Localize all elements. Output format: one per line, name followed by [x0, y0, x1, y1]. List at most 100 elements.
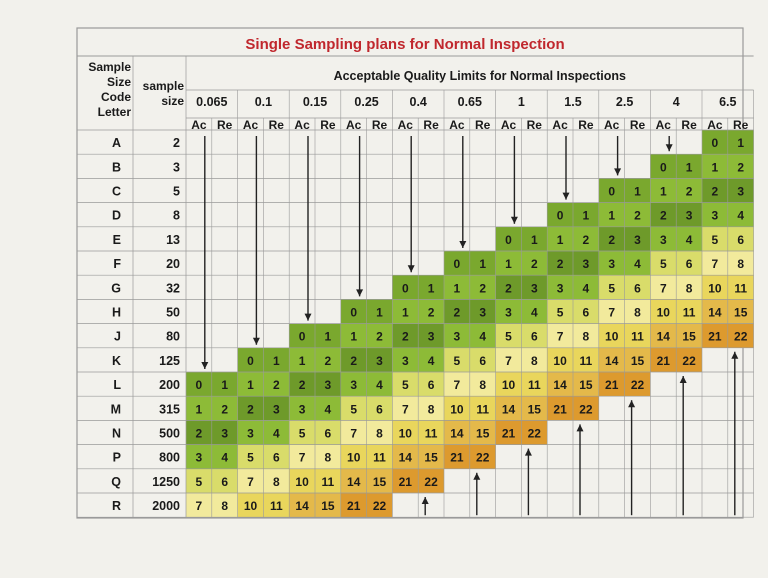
rejection-number: 15: [682, 330, 696, 344]
acceptance-number: 7: [660, 281, 667, 295]
acceptance-number: 0: [712, 136, 719, 150]
rejection-number: 22: [579, 402, 593, 416]
acceptance-number: 1: [299, 354, 306, 368]
rejection-number: 6: [531, 330, 538, 344]
rejection-number: 4: [221, 451, 228, 465]
ac-header: Ac: [294, 118, 310, 132]
rejection-number: 6: [376, 402, 383, 416]
rejection-number: 3: [221, 427, 228, 441]
rejection-number: 2: [479, 281, 486, 295]
arrow-head: [628, 400, 636, 408]
acceptance-number: 0: [299, 330, 306, 344]
arrow-head: [614, 168, 622, 176]
arrow-head: [421, 497, 429, 504]
arrow-head: [304, 313, 312, 321]
ac-header: Ac: [501, 118, 517, 132]
rejection-number: 3: [273, 402, 280, 416]
re-header: Re: [372, 118, 388, 132]
acceptance-number: 10: [399, 427, 413, 441]
sample-size: 500: [159, 427, 180, 441]
acceptance-number: 7: [712, 257, 719, 271]
rejection-number: 6: [325, 427, 332, 441]
table-title: Single Sampling plans for Normal Inspect…: [245, 36, 564, 53]
sample-size-header: size: [161, 94, 184, 108]
rejection-number: 11: [476, 402, 489, 416]
rejection-number: 22: [373, 499, 387, 513]
acceptance-number: 3: [196, 451, 203, 465]
ac-header: Ac: [656, 118, 672, 132]
ac-header: Ac: [243, 118, 259, 132]
rejection-number: 1: [273, 354, 280, 368]
sample-size: 3: [173, 160, 180, 174]
acceptance-number: 14: [347, 475, 361, 489]
rejection-number: 22: [528, 427, 542, 441]
rejection-number: 11: [528, 378, 541, 392]
acceptance-number: 21: [553, 402, 567, 416]
acceptance-number: 1: [557, 233, 564, 247]
sample-size: 20: [166, 257, 180, 271]
acceptance-number: 14: [502, 402, 516, 416]
acceptance-number: 10: [605, 330, 619, 344]
aql-level-label: 0.4: [410, 95, 427, 109]
acceptance-number: 1: [712, 160, 719, 174]
acceptance-number: 5: [402, 378, 409, 392]
aql-level-label: 0.25: [354, 95, 378, 109]
acceptance-number: 14: [657, 330, 671, 344]
rejection-number: 15: [321, 499, 335, 513]
acceptance-number: 10: [708, 281, 722, 295]
rejection-number: 2: [325, 354, 332, 368]
rejection-number: 6: [479, 354, 486, 368]
ac-header: Ac: [449, 118, 465, 132]
ac-header: Ac: [191, 118, 207, 132]
acceptance-number: 3: [454, 330, 461, 344]
aql-header: Acceptable Quality Limits for Normal Ins…: [334, 69, 626, 83]
sample-size: 13: [166, 233, 180, 247]
sample-size: 32: [166, 281, 180, 295]
aql-level-label: 0.1: [255, 95, 272, 109]
acceptance-number: 0: [557, 209, 564, 223]
rejection-number: 8: [583, 330, 590, 344]
code-letter: C: [112, 185, 121, 199]
rejection-number: 2: [634, 209, 641, 223]
rejection-number: 1: [737, 136, 744, 150]
rejection-number: 11: [683, 306, 696, 320]
rejection-number: 4: [583, 281, 590, 295]
rejection-number: 3: [376, 354, 383, 368]
rejection-number: 6: [686, 257, 693, 271]
rejection-number: 6: [428, 378, 435, 392]
rejection-number: 22: [734, 330, 748, 344]
re-header: Re: [320, 118, 336, 132]
aql-level-label: 0.15: [303, 95, 327, 109]
acceptance-number: 2: [454, 306, 461, 320]
rejection-number: 4: [737, 209, 744, 223]
acceptance-number: 3: [402, 354, 409, 368]
rejection-number: 1: [428, 281, 435, 295]
code-letter: Q: [111, 475, 121, 489]
rejection-number: 11: [580, 354, 593, 368]
acceptance-number: 7: [454, 378, 461, 392]
acceptance-number: 5: [299, 427, 306, 441]
aql-level-label: 0.65: [458, 95, 482, 109]
rejection-number: 22: [631, 378, 645, 392]
rejection-number: 1: [583, 209, 590, 223]
acceptance-number: 21: [347, 499, 361, 513]
acceptance-number: 1: [454, 281, 461, 295]
acceptance-number: 21: [450, 451, 464, 465]
rejection-number: 1: [634, 185, 641, 199]
arrow-head: [524, 448, 532, 456]
sample-size-header: sample: [143, 79, 185, 93]
rejection-number: 8: [221, 499, 228, 513]
acceptance-number: 10: [657, 306, 671, 320]
rejection-number: 1: [531, 233, 538, 247]
rejection-number: 4: [531, 306, 538, 320]
acceptance-number: 0: [402, 281, 409, 295]
sample-size: 800: [159, 451, 180, 465]
acceptance-number: 7: [402, 402, 409, 416]
re-header: Re: [733, 118, 749, 132]
acceptance-number: 7: [196, 499, 203, 513]
acceptance-number: 14: [295, 499, 309, 513]
rejection-number: 4: [273, 427, 280, 441]
rejection-number: 22: [682, 354, 696, 368]
acceptance-number: 2: [712, 185, 719, 199]
